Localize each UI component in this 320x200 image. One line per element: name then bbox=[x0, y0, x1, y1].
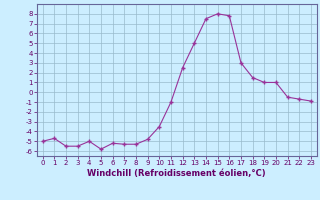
X-axis label: Windchill (Refroidissement éolien,°C): Windchill (Refroidissement éolien,°C) bbox=[87, 169, 266, 178]
